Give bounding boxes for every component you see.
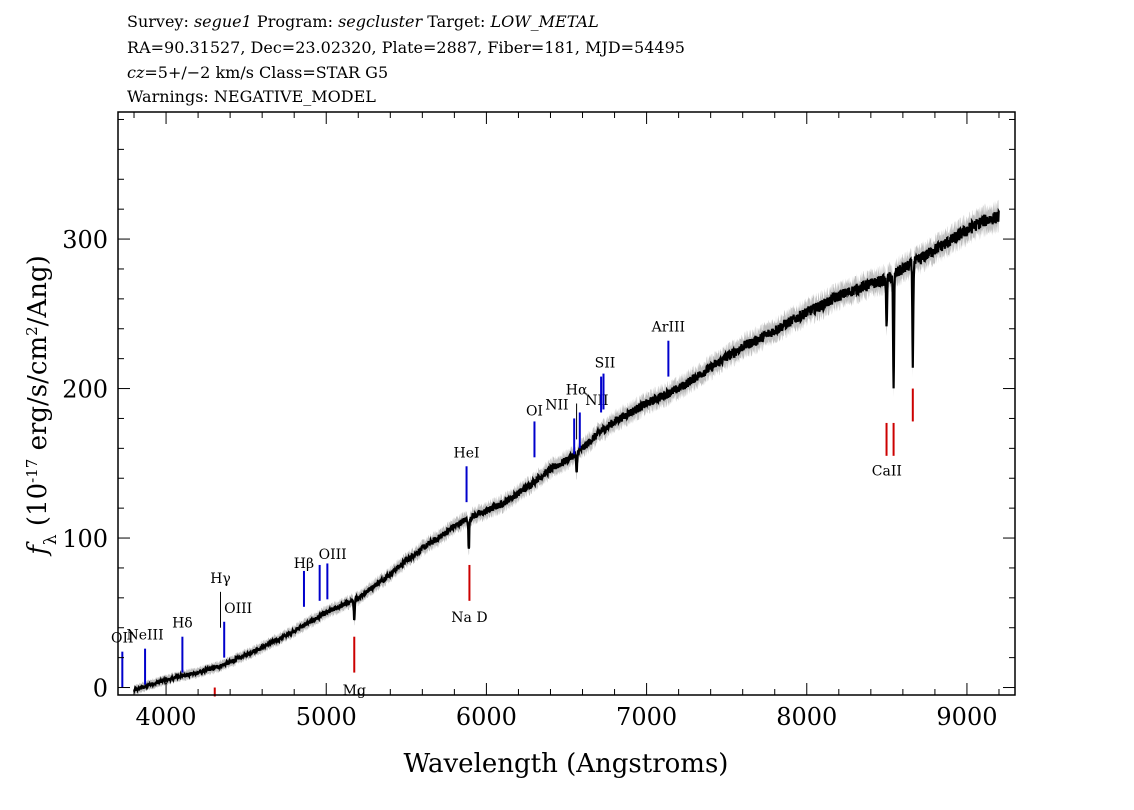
line-label: SII: [595, 356, 616, 372]
header-coords: RA=90.31527, Dec=23.02320, Plate=2887, F…: [127, 38, 685, 57]
line-label: OIII: [224, 601, 252, 617]
x-tick-label: 9000: [936, 703, 997, 731]
x-tick-label: 8000: [776, 703, 837, 731]
x-tick-label: 4000: [136, 703, 197, 731]
program-label: Program:: [256, 12, 333, 31]
line-label: OII: [111, 631, 134, 647]
y-tick-label: 200: [62, 376, 108, 404]
cz-label: cz: [127, 63, 145, 82]
line-label: NII: [585, 393, 608, 409]
line-label: Hδ: [172, 616, 193, 632]
header-line-1: Survey: segue1 Program: segcluster Targe…: [127, 12, 599, 32]
header-line-3: cz=5+/−2 km/s Class=STAR G5: [127, 63, 388, 83]
y-tick-label: 100: [62, 525, 108, 553]
plot-frame: [117, 111, 1016, 696]
line-label: ArIII: [651, 320, 685, 336]
line-label: OIII: [319, 547, 347, 563]
x-tick-label: 6000: [456, 703, 517, 731]
target-label: Target:: [427, 12, 486, 31]
line-label: Mg: [343, 683, 366, 699]
x-axis-title: Wavelength (Angstroms): [404, 749, 729, 779]
class-line: =5+/−2 km/s Class=STAR G5: [144, 63, 389, 82]
line-label: Hγ: [210, 571, 231, 587]
line-label: Na D: [451, 610, 487, 626]
program-value: segcluster: [338, 12, 423, 31]
spectrum-line: [132, 207, 1000, 695]
survey-value: segue1: [193, 12, 252, 31]
y-tick-label: 300: [62, 226, 108, 254]
line-label: CaII: [872, 463, 902, 479]
line-label: Hβ: [294, 556, 314, 572]
line-label: OI: [526, 403, 543, 419]
target-value: LOW_METAL: [490, 12, 599, 31]
survey-label: Survey:: [127, 12, 189, 31]
header-warnings: Warnings: NEGATIVE_MODEL: [127, 87, 376, 106]
x-tick-label: 7000: [616, 703, 677, 731]
spectrum-error-band: [134, 199, 999, 696]
line-label: Hα: [566, 383, 588, 399]
line-label: HeI: [454, 445, 480, 461]
line-label: NeIII: [126, 628, 163, 644]
y-axis-title: fλ (10-17 erg/s/cm2/Ang): [23, 255, 61, 557]
y-tick-label: 0: [93, 675, 108, 703]
line-label: NII: [545, 397, 568, 413]
x-tick-label: 5000: [296, 703, 357, 731]
